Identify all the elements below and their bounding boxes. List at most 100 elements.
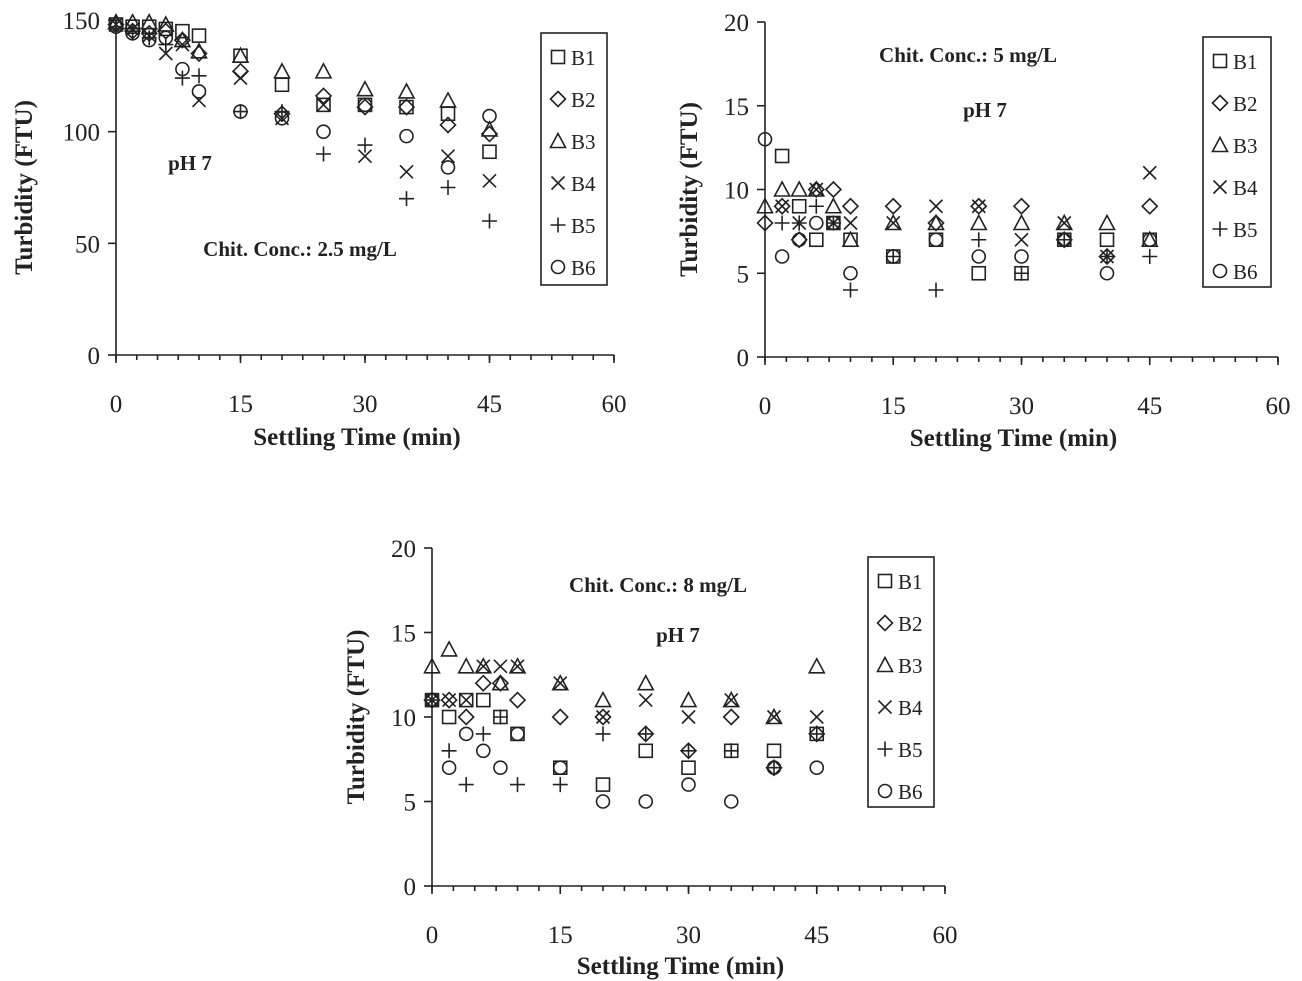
legend-label: B2 bbox=[1233, 92, 1258, 116]
series-B1 bbox=[774, 148, 1158, 281]
legend-label: B1 bbox=[898, 570, 923, 594]
point-B4 bbox=[510, 659, 525, 674]
point-B1 bbox=[482, 144, 497, 160]
series-B4 bbox=[775, 165, 1157, 264]
point-B4 bbox=[595, 709, 611, 725]
point-B2 bbox=[173, 31, 192, 49]
point-B5 bbox=[441, 743, 457, 759]
point-B6 bbox=[791, 232, 807, 248]
point-B4 bbox=[928, 199, 944, 214]
y-tick-label: 10 bbox=[724, 178, 749, 205]
point-B3 bbox=[491, 674, 510, 691]
point-B4 bbox=[459, 693, 474, 708]
annotation: pH 7 bbox=[168, 151, 212, 175]
legend-label: B5 bbox=[1233, 218, 1258, 242]
series-B1 bbox=[108, 17, 497, 160]
point-B6 bbox=[233, 104, 248, 119]
point-B5 bbox=[424, 692, 440, 708]
point-B2 bbox=[722, 708, 740, 726]
series-B5 bbox=[108, 19, 497, 229]
x-tick-label: 15 bbox=[228, 391, 253, 418]
point-B5 bbox=[774, 215, 790, 231]
point-B3 bbox=[480, 120, 499, 137]
point-B4 bbox=[442, 693, 457, 708]
point-B2 bbox=[457, 708, 475, 726]
point-B3 bbox=[508, 657, 527, 674]
point-B6 bbox=[510, 726, 525, 742]
point-B5 bbox=[723, 743, 739, 759]
point-B4 bbox=[843, 215, 858, 231]
point-B6 bbox=[482, 108, 497, 124]
point-B5 bbox=[440, 180, 456, 195]
point-B3 bbox=[636, 674, 655, 691]
y-tick-label: 50 bbox=[75, 231, 100, 258]
point-B3 bbox=[140, 13, 159, 30]
point-B3 bbox=[773, 180, 791, 197]
x-tick-label: 30 bbox=[353, 391, 378, 418]
legend-label: B4 bbox=[571, 172, 596, 196]
point-B2 bbox=[756, 214, 774, 232]
point-B6 bbox=[125, 26, 140, 41]
point-B4 bbox=[233, 71, 248, 86]
point-B3 bbox=[423, 657, 441, 674]
series-B2 bbox=[756, 180, 1159, 266]
x-tick-label: 0 bbox=[759, 393, 772, 420]
point-B4 bbox=[809, 709, 824, 725]
legend-marker-B2 bbox=[876, 614, 894, 632]
point-B2 bbox=[1141, 197, 1159, 215]
series-B6 bbox=[108, 19, 497, 175]
point-B1 bbox=[316, 97, 331, 113]
y-tick-label: 20 bbox=[391, 536, 416, 563]
point-B4 bbox=[316, 97, 331, 112]
point-B2 bbox=[594, 708, 612, 726]
point-B2 bbox=[231, 62, 250, 80]
point-B5 bbox=[1056, 232, 1072, 248]
point-B1 bbox=[441, 709, 457, 725]
point-B6 bbox=[552, 760, 568, 776]
y-tick-label: 10 bbox=[391, 705, 416, 732]
y-tick-label: 15 bbox=[724, 94, 749, 121]
legend-label: B3 bbox=[898, 654, 923, 678]
series-B6 bbox=[757, 131, 1158, 281]
y-tick-label: 0 bbox=[88, 343, 101, 370]
point-B5 bbox=[316, 146, 331, 162]
point-B3 bbox=[173, 30, 192, 48]
point-B2 bbox=[790, 231, 808, 249]
legend: B1 B2 B3 B4 B5 B6 bbox=[867, 556, 935, 808]
point-B2 bbox=[508, 691, 527, 709]
point-B3 bbox=[969, 213, 988, 231]
point-B4 bbox=[1142, 165, 1157, 180]
point-B1 bbox=[791, 198, 807, 214]
point-B6 bbox=[808, 215, 824, 231]
series-B4 bbox=[424, 659, 824, 725]
point-B1 bbox=[1099, 232, 1115, 248]
legend-marker-B2 bbox=[1211, 94, 1229, 112]
point-B5 bbox=[475, 726, 491, 742]
point-B2 bbox=[190, 44, 208, 63]
legend-label: B1 bbox=[1233, 50, 1258, 74]
x-tick-label: 0 bbox=[110, 391, 123, 418]
x-axis-title: Settling Time (min) bbox=[253, 424, 460, 451]
x-tick-label: 45 bbox=[804, 922, 829, 949]
point-B4 bbox=[971, 199, 986, 214]
point-B2 bbox=[440, 691, 458, 709]
point-B4 bbox=[681, 709, 696, 725]
point-B5 bbox=[482, 213, 497, 229]
point-B5 bbox=[595, 726, 611, 742]
point-B3 bbox=[1012, 213, 1031, 231]
legend-label: B2 bbox=[571, 88, 596, 112]
y-tick-label: 5 bbox=[737, 261, 750, 288]
point-B3 bbox=[790, 180, 809, 197]
point-B6 bbox=[723, 794, 739, 809]
point-B3 bbox=[474, 657, 493, 674]
legend-label: B1 bbox=[571, 46, 596, 70]
point-B6 bbox=[681, 777, 696, 792]
x-axis-title: Settling Time (min) bbox=[577, 953, 784, 980]
point-B6 bbox=[424, 692, 440, 708]
point-B4 bbox=[399, 164, 414, 179]
legend-marker-B2 bbox=[549, 90, 567, 108]
point-B2 bbox=[773, 197, 791, 215]
legend-marker-B6 bbox=[1212, 263, 1228, 279]
point-B5 bbox=[458, 777, 474, 793]
point-B3 bbox=[273, 62, 291, 79]
